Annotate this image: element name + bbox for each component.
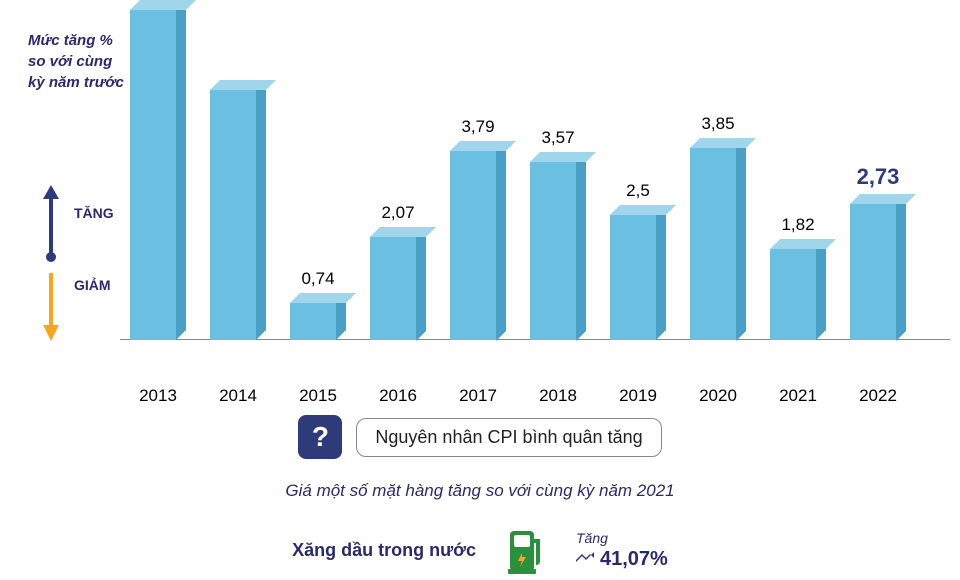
bar-label-2015: 0,74 (290, 269, 346, 289)
arrow-up-icon (42, 185, 60, 268)
bar-2020: 3,85 (690, 148, 746, 341)
legend-arrows: TĂNG GIẢM (42, 185, 122, 350)
x-label-2013: 2013 (130, 386, 186, 406)
bar-2015: 0,74 (290, 303, 346, 340)
x-label-2016: 2016 (370, 386, 426, 406)
bar-2022: 2,73 (850, 204, 906, 341)
cpi-bar-chart: 0,742,073,793,572,53,851,822,73 20132014… (130, 0, 950, 380)
legend-up-label: TĂNG (74, 205, 114, 221)
bar-2016: 2,07 (370, 237, 426, 341)
x-label-2017: 2017 (450, 386, 506, 406)
x-label-2018: 2018 (530, 386, 586, 406)
bar-2018: 3,57 (530, 162, 586, 341)
bar-2014 (210, 90, 266, 340)
bar-2019: 2,5 (610, 215, 666, 340)
question-icon: ? (298, 415, 342, 459)
item-row: Xăng dầu trong nước Tăng 41,07% (0, 525, 960, 575)
x-label-2021: 2021 (770, 386, 826, 406)
question-text: Nguyên nhân CPI bình quân tăng (356, 418, 661, 457)
bar-label-2017: 3,79 (450, 117, 506, 137)
fuel-pump-icon (506, 525, 546, 575)
bar-label-2022: 2,73 (850, 164, 906, 190)
question-row: ? Nguyên nhân CPI bình quân tăng (0, 415, 960, 459)
increase-value-text: 41,07% (600, 548, 668, 571)
subtitle: Giá một số mặt hàng tăng so với cùng kỳ … (0, 481, 960, 501)
bar-2013 (130, 10, 186, 340)
increase-label: Tăng (576, 530, 608, 546)
bar-label-2021: 1,82 (770, 215, 826, 235)
x-label-2022: 2022 (850, 386, 906, 406)
item-label: Xăng dầu trong nước (292, 540, 476, 561)
x-label-2014: 2014 (210, 386, 266, 406)
increase-group: Tăng 41,07% (576, 530, 668, 571)
bar-label-2016: 2,07 (370, 203, 426, 223)
bar-label-2020: 3,85 (690, 114, 746, 134)
legend-down-label: GIẢM (74, 277, 111, 293)
bar-2021: 1,82 (770, 249, 826, 340)
increase-value: 41,07% (576, 548, 668, 571)
x-axis: 2013 2014 2015 2016 2017 2018 2019 2020 2021 2022 (130, 380, 950, 410)
bar-2017: 3,79 (450, 151, 506, 341)
x-label-2015: 2015 (290, 386, 346, 406)
y-axis-description: Mức tăng % so với cùng kỳ năm trước (28, 30, 128, 93)
bar-label-2018: 3,57 (530, 128, 586, 148)
increase-arrow-icon (576, 552, 594, 566)
bar-label-2019: 2,5 (610, 181, 666, 201)
x-label-2020: 2020 (690, 386, 746, 406)
x-label-2019: 2019 (610, 386, 666, 406)
arrow-down-icon (42, 273, 60, 346)
bottom-section: ? Nguyên nhân CPI bình quân tăng Giá một… (0, 415, 960, 575)
